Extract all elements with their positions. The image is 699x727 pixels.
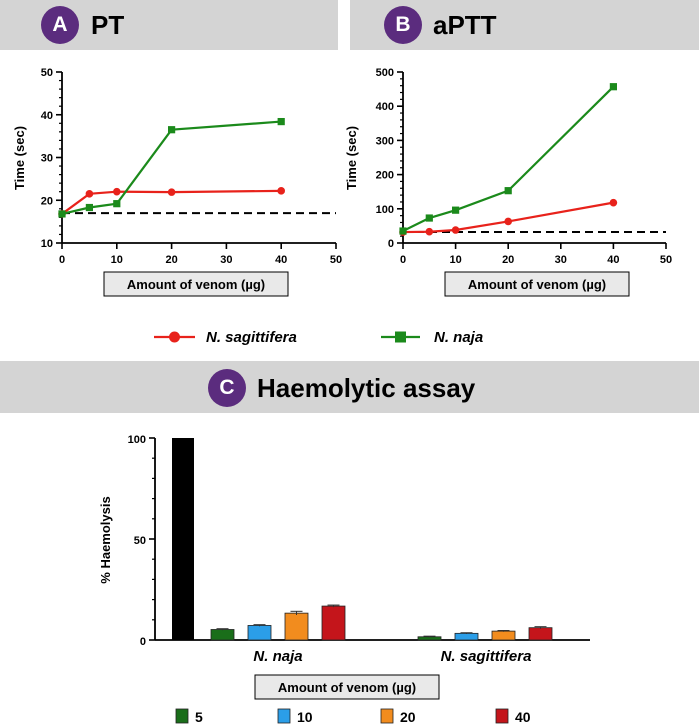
aptt-x-tick-label: 20 [502,254,514,266]
aptt-x-axis-label-box [444,271,630,297]
aptt-x-tick-label: 10 [449,254,461,266]
hb-bar [210,629,235,641]
aptt-point-naja [504,187,512,195]
hb-x-axis-label: Amount of venom (µg) [278,680,416,695]
aptt-y-tick-label: 500 [376,67,394,79]
aptt-point-naja [452,206,460,214]
aptt-y-tick-label: 0 [388,238,394,250]
panel-b-title: aPTT [433,10,497,40]
panel-c-badge: C [208,369,246,407]
pt-x-axis-label: Amount of venom (µg) [127,277,265,292]
aptt-x-tick-label: 50 [660,254,672,266]
hb-category-label-naja: N. naja [253,648,302,665]
aptt-x-tick-label: 0 [400,254,406,266]
hb-legend-label: 10 [297,709,313,725]
panel-a-title: PT [91,10,125,40]
hb-legend-swatch [175,708,189,724]
hb-legend-label: 5 [195,709,203,725]
pt-x-tick-label: 40 [275,254,287,266]
pt-point-naja [58,210,66,218]
hb-bar [491,630,516,641]
pt-y-axis-label: Time (sec) [12,126,27,190]
pt-point-sagittifera [85,190,94,198]
pt-point-naja [113,200,121,208]
chart-pt: 10 20 30 40 50 0 10 20 30 40 50 Time (sec) Amount… [12,67,342,297]
aptt-x-tick-label: 30 [555,254,567,266]
panel-b-badge: B [384,6,422,44]
aptt-point-naja [609,83,617,91]
aptt-point-naja [425,214,433,222]
pt-point-naja [168,126,176,134]
pt-point-sagittifera [167,188,176,196]
hb-y-tick-label: 0 [140,636,146,648]
pt-point-naja [85,203,93,212]
hb-bar [284,612,309,641]
hb-y-tick-label: 100 [128,434,146,446]
legend-sagittifera-label: N. sagittifera [206,329,297,346]
aptt-y-tick-label: 100 [376,204,394,216]
pt-x-tick-label: 30 [220,254,232,266]
hb-legend-swatch [277,708,291,724]
hb-bar [321,605,346,641]
aptt-y-axis-label: Time (sec) [344,126,359,190]
pt-y-tick-label: 30 [41,153,53,165]
hb-y-tick-label: 50 [134,535,146,547]
legend-naja-marker [395,331,406,343]
pt-x-tick-label: 20 [165,254,177,266]
pt-y-tick-label: 50 [41,67,53,79]
legend-naja-label: N. naja [434,329,483,346]
hb-control-bar [172,438,194,640]
pt-point-sagittifera [113,187,121,196]
hb-y-axis-label: % Haemolysis [98,496,113,583]
hb-legend-swatch [380,708,394,724]
panel-c-title: Haemolytic assay [257,373,476,403]
line-legend: N. sagittifera N. naja [154,329,483,346]
aptt-point-sagittifera [504,217,512,226]
aptt-y-tick-label: 200 [376,170,394,182]
chart-haemolytic: 0 50 100 % Haemolysis N. naja N. sagittife… [98,434,590,725]
pt-x-tick-label: 10 [111,254,123,266]
hb-bar [454,632,479,641]
pt-x-tick-label: 50 [330,254,342,266]
panel-a-badge: A [41,6,79,44]
aptt-point-sagittifera [451,226,460,234]
pt-x-tick-label: 0 [59,254,65,266]
aptt-y-tick-label: 300 [376,135,394,147]
pt-point-sagittifera [277,187,286,195]
pt-point-naja [277,117,285,126]
aptt-point-sagittifera [425,227,434,236]
aptt-x-axis-label: Amount of venom (µg) [468,277,606,292]
aptt-point-naja [399,227,407,235]
pt-y-tick-label: 40 [41,110,53,122]
hb-x-axis-label-box [254,674,440,700]
pt-x-axis-label-box [103,271,289,297]
panel-c-header [0,361,699,413]
hb-bar [528,627,553,641]
hb-category-label-sagittifera: N. sagittifera [441,648,532,665]
hb-legend-swatch [495,708,509,724]
pt-y-tick-label: 10 [41,238,53,250]
pt-series-line-naja [61,120,282,216]
legend-sagittifera-marker [169,331,180,343]
aptt-x-tick-label: 40 [607,254,619,266]
hb-legend-label: 40 [515,709,531,725]
pt-y-tick-label: 20 [41,195,53,207]
hb-legend-label: 20 [400,709,416,725]
aptt-y-tick-label: 400 [376,101,394,113]
aptt-point-sagittifera [609,198,618,207]
hb-bar [247,625,272,641]
